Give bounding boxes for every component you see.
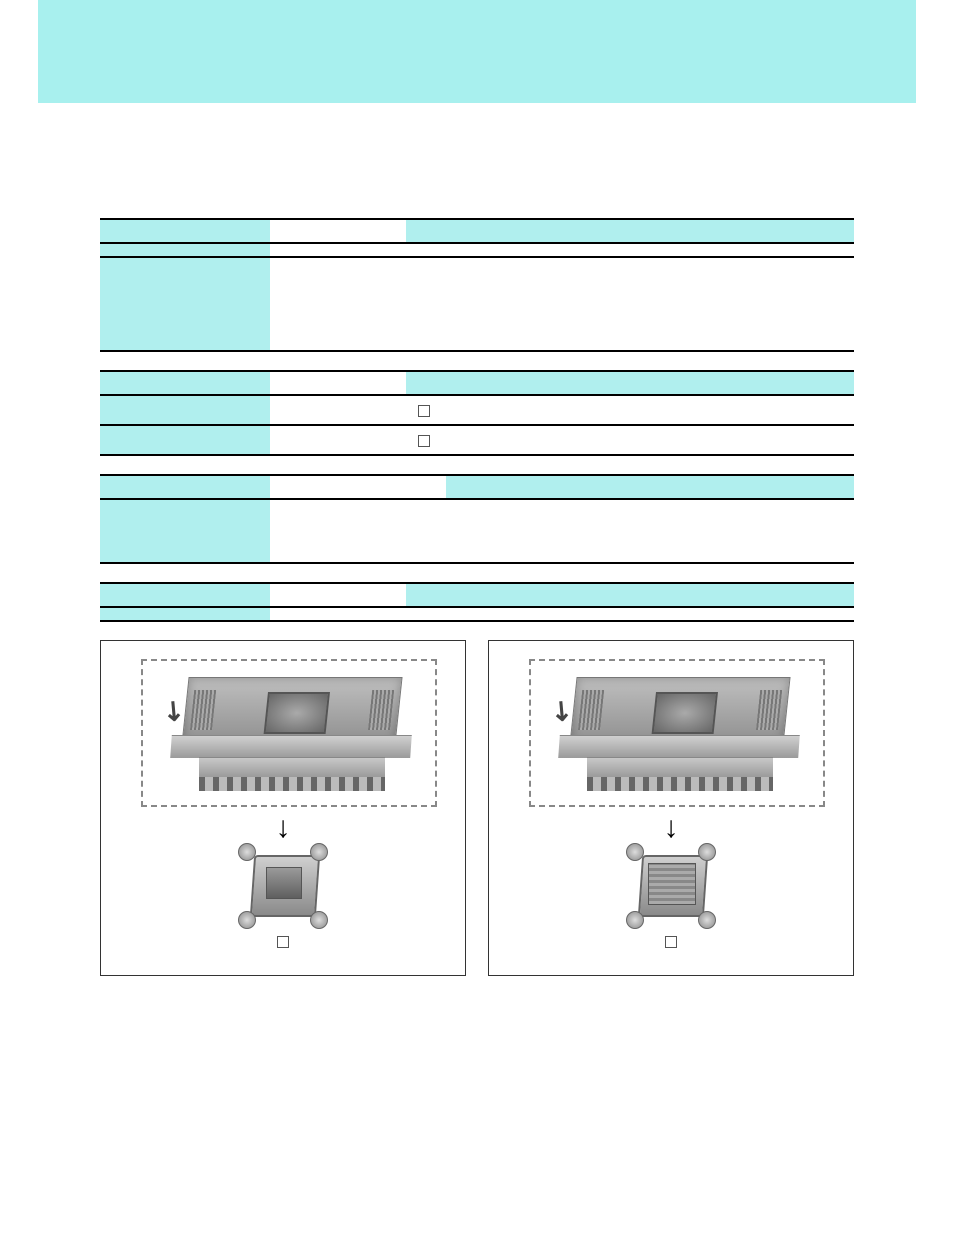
- table-d-h1: [270, 583, 406, 607]
- content-column: ↘ ↓: [100, 103, 854, 976]
- cell: [406, 257, 854, 351]
- cell: [406, 395, 854, 425]
- socket-knob: [310, 843, 328, 861]
- cell: [100, 243, 270, 257]
- socket-knob: [698, 911, 716, 929]
- cell: [406, 607, 854, 621]
- cell: [270, 607, 406, 621]
- table-d-header: [100, 583, 854, 607]
- dashed-frame: ↘: [529, 659, 825, 807]
- table-row: [100, 425, 854, 455]
- intro-spacer: [100, 158, 854, 218]
- board-mid: [558, 735, 800, 758]
- table-c-h1: [270, 475, 446, 499]
- table-c-header: [100, 475, 854, 499]
- board-legs: [199, 777, 385, 791]
- square-icon: [277, 936, 289, 948]
- table-a-h2: [406, 219, 854, 243]
- cell: [406, 243, 854, 257]
- table-row: [100, 243, 854, 257]
- table-d: [100, 582, 854, 622]
- dashed-frame: ↘: [141, 659, 437, 807]
- chip: [264, 692, 330, 734]
- socket-knob: [238, 911, 256, 929]
- down-arrow-icon: ↓: [664, 813, 679, 843]
- table-b-h2: [406, 371, 854, 395]
- chip: [652, 692, 718, 734]
- table-a-header: [100, 219, 854, 243]
- cell: [270, 395, 406, 425]
- pins-left: [578, 690, 604, 730]
- socket-knob: [238, 843, 256, 861]
- table-a-h1: [270, 219, 406, 243]
- socket-inner: [266, 867, 302, 899]
- socket-assembly: [242, 847, 324, 925]
- table-row: [100, 499, 854, 563]
- cell: [446, 499, 854, 563]
- square-icon: [418, 405, 430, 417]
- page-root: ↘ ↓: [0, 0, 954, 1235]
- table-c: [100, 474, 854, 564]
- cell: [100, 395, 270, 425]
- figure-left: ↘ ↓: [100, 640, 466, 976]
- pins-left: [190, 690, 216, 730]
- cell: [270, 499, 446, 563]
- cell: [270, 243, 406, 257]
- pins-right: [368, 690, 394, 730]
- figure-caption: [663, 933, 679, 949]
- board-legs: [587, 777, 773, 791]
- socket-inner: [648, 863, 696, 905]
- square-icon: [418, 435, 430, 447]
- table-b-header: [100, 371, 854, 395]
- table-c-h0: [100, 475, 270, 499]
- socket-assembly: [630, 847, 712, 925]
- table-b: [100, 370, 854, 456]
- cell: [100, 607, 270, 621]
- pins-right: [756, 690, 782, 730]
- socket-knob: [698, 843, 716, 861]
- socket-knob: [310, 911, 328, 929]
- figures-row: ↘ ↓: [100, 640, 854, 976]
- table-row: [100, 257, 854, 351]
- table-a-h0: [100, 219, 270, 243]
- cell: [100, 499, 270, 563]
- table-c-h2: [446, 475, 854, 499]
- board-stack: [555, 677, 803, 791]
- cell: [100, 425, 270, 455]
- table-a: [100, 218, 854, 352]
- cell: [270, 425, 406, 455]
- board-mid: [170, 735, 412, 758]
- cell: [406, 425, 854, 455]
- square-icon: [665, 936, 677, 948]
- board-stack: [167, 677, 415, 791]
- socket-knob: [626, 843, 644, 861]
- table-row: [100, 607, 854, 621]
- table-row: [100, 395, 854, 425]
- table-b-h1: [270, 371, 406, 395]
- hero-banner: [38, 0, 916, 103]
- cell: [270, 257, 406, 351]
- figure-right: ↘ ↓: [488, 640, 854, 976]
- table-d-h2: [406, 583, 854, 607]
- table-b-h0: [100, 371, 270, 395]
- figure-caption: [275, 933, 291, 949]
- socket-knob: [626, 911, 644, 929]
- cell: [100, 257, 270, 351]
- down-arrow-icon: ↓: [276, 813, 291, 843]
- table-d-h0: [100, 583, 270, 607]
